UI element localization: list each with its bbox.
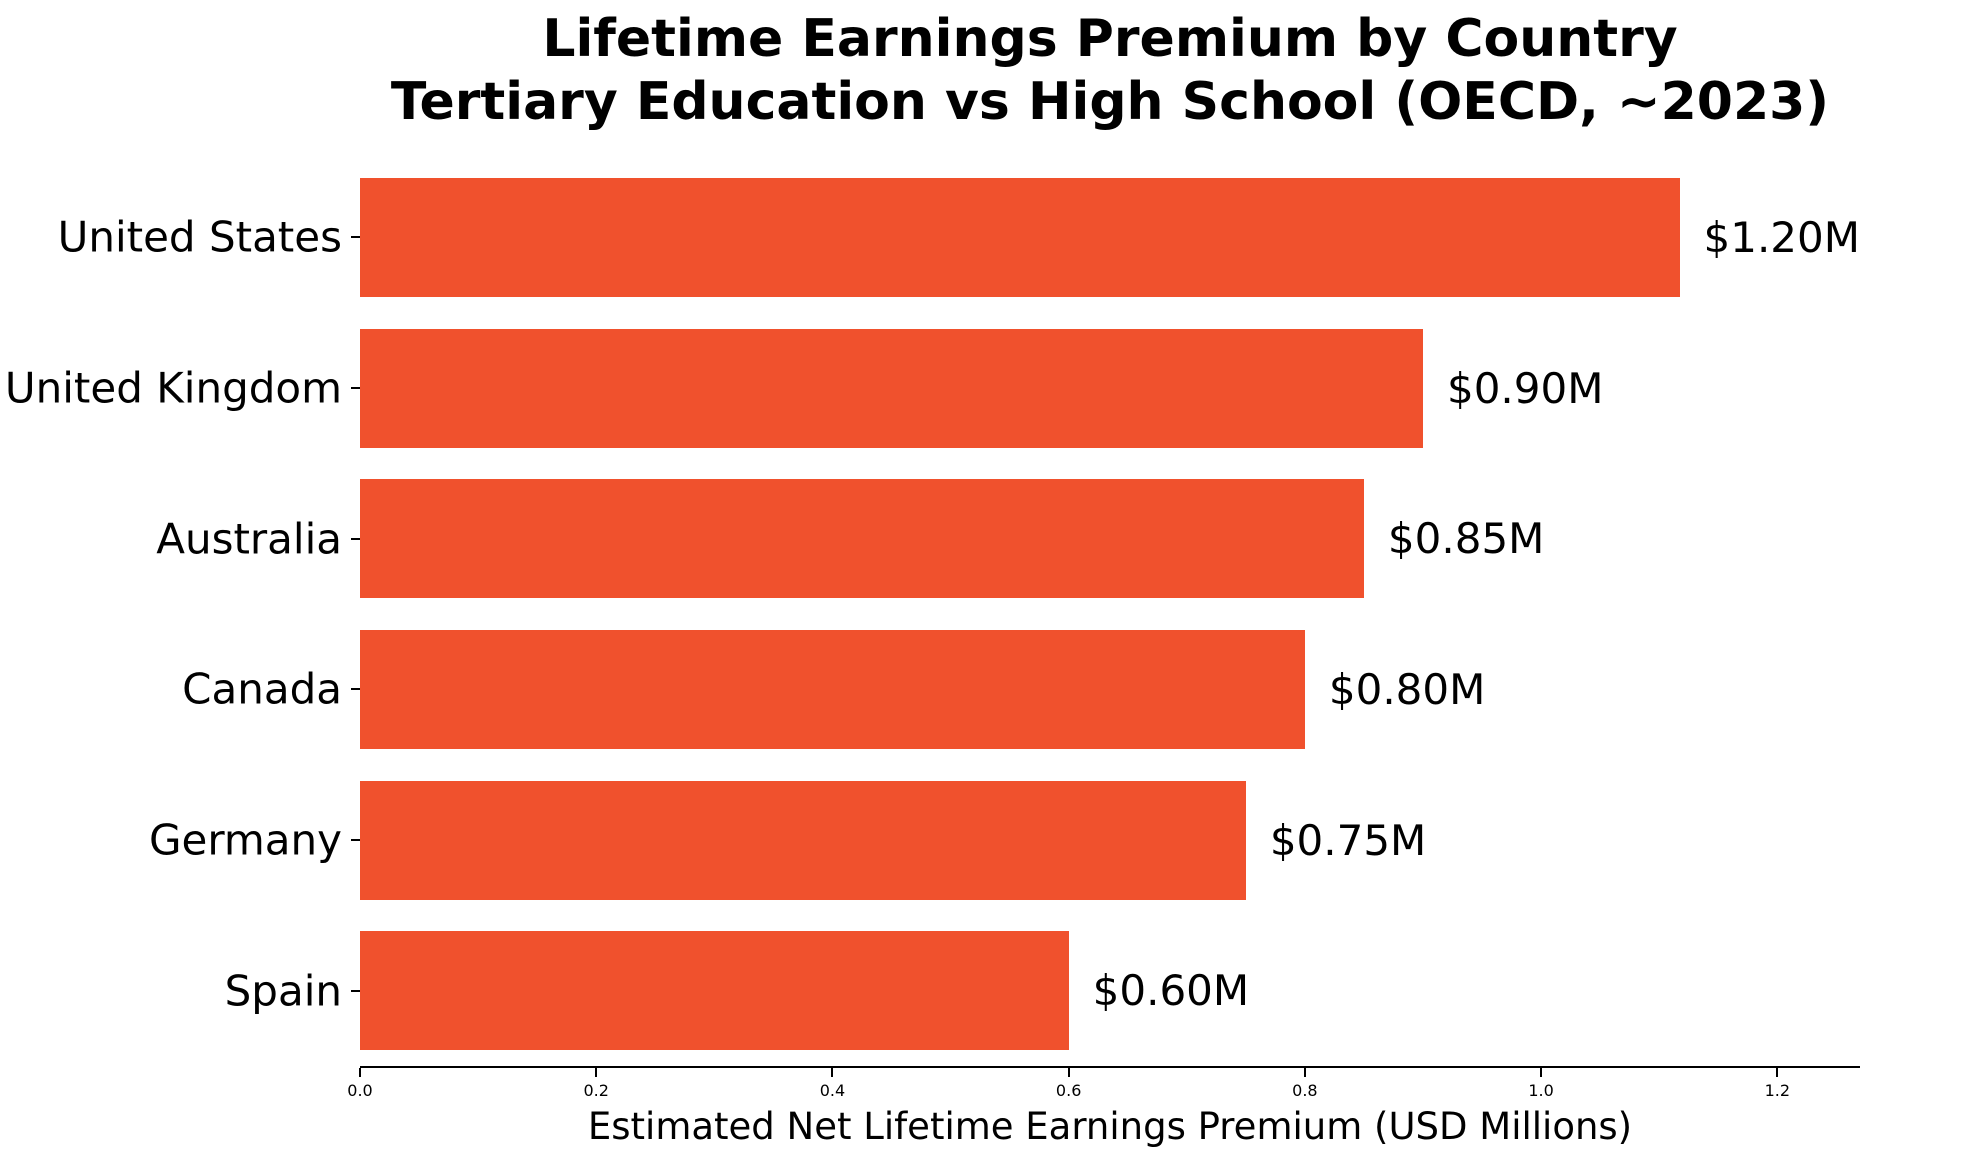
y-tick-mark (351, 387, 360, 389)
bar-value-label: $0.60M (1092, 966, 1250, 1016)
x-tick-label: 0.0 (347, 1081, 373, 1100)
y-axis-category-label: Germany (148, 815, 342, 865)
x-tick-label: 0.2 (583, 1081, 609, 1100)
x-axis-label: Estimated Net Lifetime Earnings Premium … (587, 1105, 1633, 1148)
bar (360, 177, 1680, 297)
bar-value-label: $0.75M (1269, 815, 1427, 865)
chart-title-line2: Tertiary Education vs High School (OECD,… (390, 72, 1830, 133)
chart-title: Lifetime Earnings Premium by Country Ter… (360, 8, 1860, 135)
bar (360, 479, 1364, 599)
x-tick-mark (1776, 1068, 1779, 1077)
bar-row: Spain $0.60M (225, 915, 1860, 1066)
bar-value-label: $0.90M (1446, 363, 1604, 413)
x-tick-mark (1540, 1068, 1543, 1077)
bar-row: Canada $0.80M (182, 614, 1860, 765)
y-tick-mark (351, 989, 360, 992)
y-axis-category-label: United States (57, 212, 342, 262)
x-tick-mark (359, 1068, 361, 1077)
x-tick-label: 1.2 (1764, 1081, 1791, 1100)
bar-row: Australia $0.85M (156, 463, 1860, 614)
bar (360, 629, 1305, 749)
x-tick-mark (1303, 1068, 1306, 1077)
bar-row: Germany $0.75M (149, 765, 1860, 916)
y-axis-category-label: Australia (156, 514, 342, 564)
bar (360, 328, 1423, 448)
y-tick-mark (351, 537, 360, 540)
bar-value-label: $0.85M (1387, 514, 1545, 564)
y-axis-category-label: Canada (182, 664, 342, 714)
x-tick-mark (1067, 1068, 1070, 1077)
x-tick-label: 1.0 (1528, 1081, 1554, 1100)
y-tick-mark (351, 236, 360, 239)
x-tick-label: 0.4 (819, 1081, 846, 1100)
chart-title-line1: Lifetime Earnings Premium by Country (542, 9, 1678, 69)
x-tick-mark (595, 1068, 598, 1077)
y-tick-mark (351, 839, 360, 842)
bar-row: United States $1.20M (58, 162, 1860, 313)
bar (360, 780, 1246, 900)
x-tick-label: 0.6 (1055, 1081, 1082, 1100)
y-axis-category-label: United Kingdom (4, 363, 342, 413)
x-tick-mark (831, 1068, 834, 1077)
bar (360, 931, 1069, 1051)
x-tick-label: 0.8 (1292, 1081, 1318, 1100)
y-axis-category-label: Spain (224, 966, 342, 1016)
bar-value-label: $1.20M (1703, 212, 1860, 262)
bar-value-label: $0.80M (1328, 664, 1486, 714)
y-tick-mark (351, 688, 360, 691)
x-axis: 0.0 0.2 0.4 0.6 0.8 1.0 1.2 (347, 1068, 1860, 1100)
bar-row: United Kingdom $0.90M (5, 313, 1860, 464)
plot-area: United States $1.20M United Kingdom $0.90M A… (5, 162, 1860, 1068)
